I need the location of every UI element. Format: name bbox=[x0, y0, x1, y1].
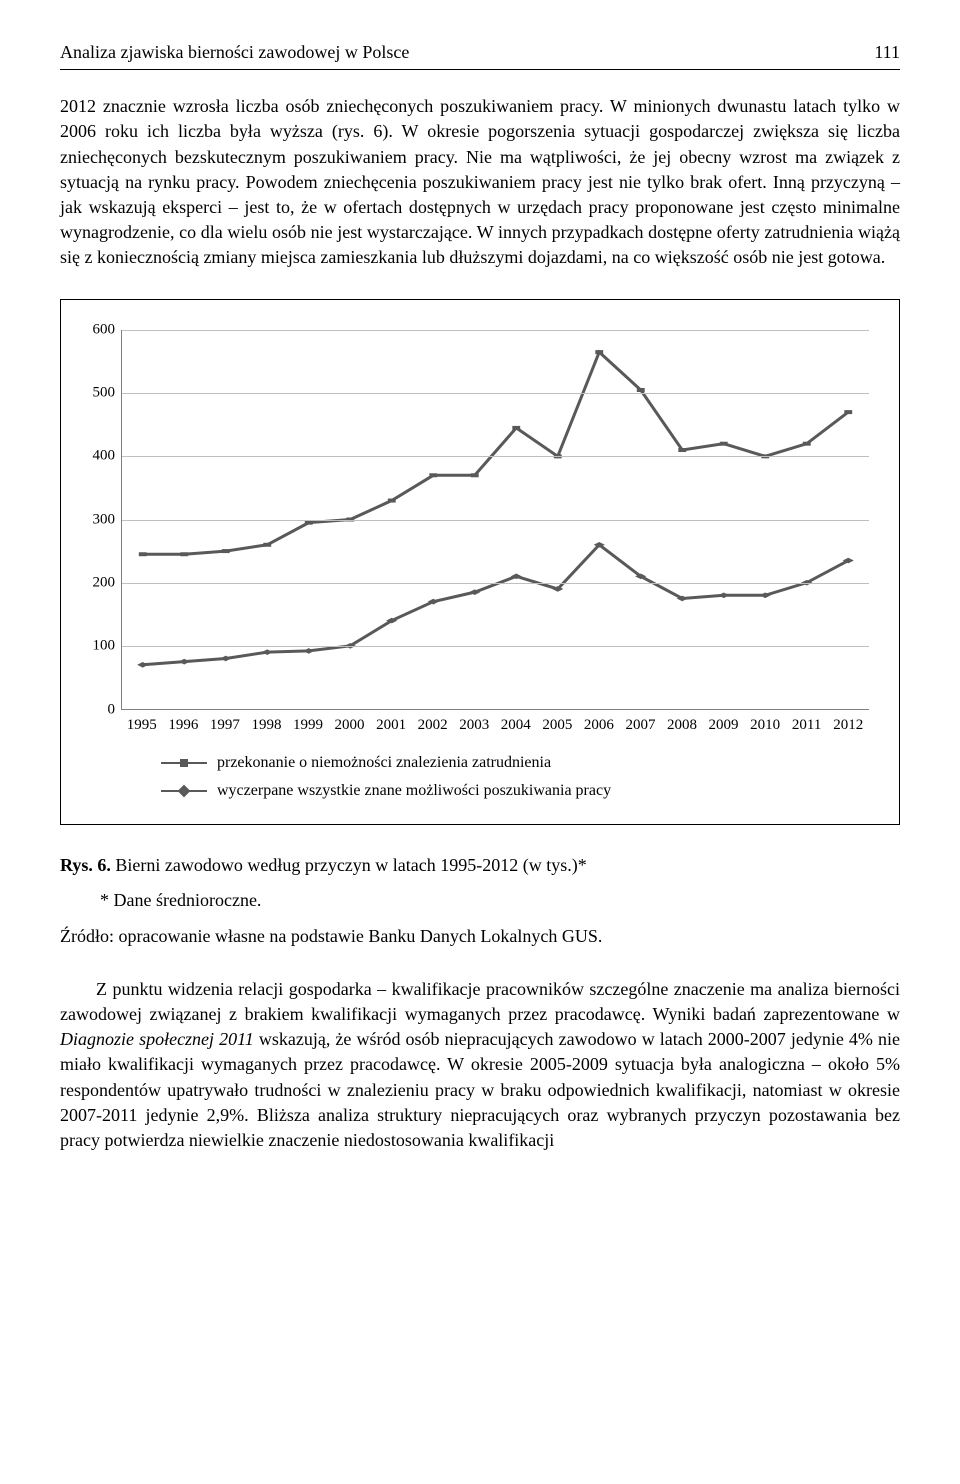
paragraph-1-text: 2012 znacznie wzrosła liczba osób zniech… bbox=[60, 94, 900, 270]
chart-gridline bbox=[122, 583, 869, 584]
figure-6-container: 0 100 200 300 400 500 600 1995 1996 1997 1998 1999 2… bbox=[60, 299, 900, 826]
paragraph-2-italic: Diagnozie społecznej 2011 bbox=[60, 1029, 254, 1049]
chart-xtick-label: 2001 bbox=[376, 715, 406, 736]
chart-xtick-label: 1999 bbox=[293, 715, 323, 736]
chart-ytick-label: 600 bbox=[81, 319, 115, 340]
figure-caption-text: Bierni zawodowo według przyczyn w latach… bbox=[111, 855, 587, 875]
paragraph-2-pre: Z punktu widzenia relacji gospodarka – k… bbox=[60, 979, 900, 1024]
chart-ytick-label: 200 bbox=[81, 572, 115, 593]
chart-xtick-label: 2011 bbox=[792, 715, 821, 736]
chart-xtick-label: 1997 bbox=[210, 715, 240, 736]
legend-item-0: przekonanie o niemożności znalezienia za… bbox=[161, 752, 879, 774]
running-title: Analiza zjawiska bierności zawodowej w P… bbox=[60, 40, 409, 65]
chart-ytick-label: 500 bbox=[81, 382, 115, 403]
chart-xtick-label: 2010 bbox=[750, 715, 780, 736]
running-header: Analiza zjawiska bierności zawodowej w P… bbox=[60, 40, 900, 70]
chart-xtick-label: 2000 bbox=[335, 715, 365, 736]
chart-xtick-label: 2009 bbox=[709, 715, 739, 736]
chart-area: 0 100 200 300 400 500 600 1995 1996 1997 1998 1999 2… bbox=[81, 320, 879, 740]
figure-label: Rys. 6. bbox=[60, 855, 111, 875]
chart-xtick-label: 2005 bbox=[542, 715, 572, 736]
chart-plot bbox=[121, 330, 869, 710]
chart-ytick-label: 100 bbox=[81, 636, 115, 657]
chart-xtick-label: 1996 bbox=[168, 715, 198, 736]
chart-ytick-label: 0 bbox=[81, 699, 115, 720]
chart-xtick-label: 2012 bbox=[833, 715, 863, 736]
chart-gridline bbox=[122, 456, 869, 457]
chart-gridline bbox=[122, 330, 869, 331]
chart-xtick-label: 2002 bbox=[418, 715, 448, 736]
chart-xtick-label: 2007 bbox=[625, 715, 655, 736]
chart-xtick-label: 1998 bbox=[251, 715, 281, 736]
chart-xtick-label: 2004 bbox=[501, 715, 531, 736]
chart-xtick-label: 2006 bbox=[584, 715, 614, 736]
figure-caption: Rys. 6. Bierni zawodowo według przyczyn … bbox=[60, 853, 900, 878]
chart-ytick-label: 400 bbox=[81, 446, 115, 467]
legend-label-1: wyczerpane wszystkie znane możliwości po… bbox=[217, 780, 611, 802]
chart-ytick-label: 300 bbox=[81, 509, 115, 530]
paragraph-1: 2012 znacznie wzrosła liczba osób zniech… bbox=[60, 94, 900, 270]
chart-gridline bbox=[122, 393, 869, 394]
paragraph-2: Z punktu widzenia relacji gospodarka – k… bbox=[60, 977, 900, 1153]
chart-gridline bbox=[122, 646, 869, 647]
legend-marker-square-icon bbox=[161, 762, 207, 764]
legend-item-1: wyczerpane wszystkie znane możliwości po… bbox=[161, 780, 879, 802]
chart-xtick-label: 2008 bbox=[667, 715, 697, 736]
page-number: 111 bbox=[874, 40, 900, 65]
paragraph-2-text: Z punktu widzenia relacji gospodarka – k… bbox=[60, 977, 900, 1153]
legend-label-0: przekonanie o niemożności znalezienia za… bbox=[217, 752, 551, 774]
figure-footnote: * Dane średnioroczne. bbox=[100, 888, 900, 913]
chart-legend: przekonanie o niemożności znalezienia za… bbox=[81, 752, 879, 803]
legend-marker-diamond-icon bbox=[161, 790, 207, 792]
chart-gridline bbox=[122, 520, 869, 521]
chart-xtick-label: 2003 bbox=[459, 715, 489, 736]
chart-xtick-label: 1995 bbox=[127, 715, 157, 736]
figure-source: Źródło: opracowanie własne na podstawie … bbox=[60, 924, 900, 949]
